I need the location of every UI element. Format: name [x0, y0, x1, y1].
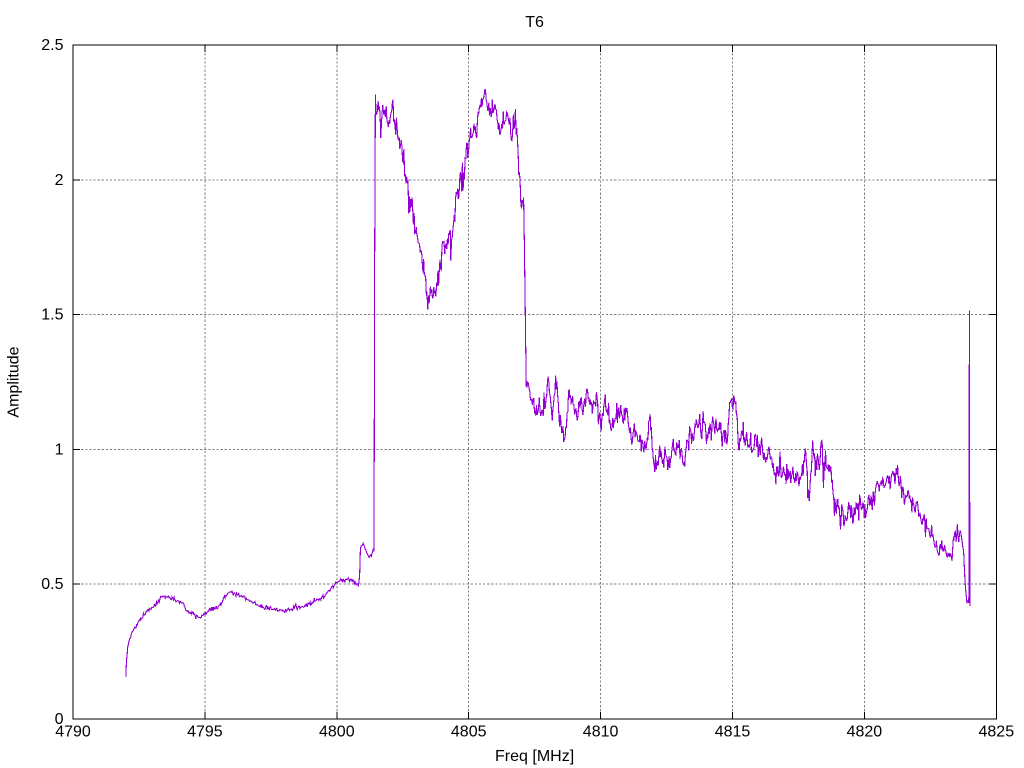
svg-text:4790: 4790 — [55, 724, 91, 741]
svg-text:4825: 4825 — [979, 724, 1015, 741]
svg-text:4795: 4795 — [187, 724, 223, 741]
svg-text:4815: 4815 — [715, 724, 751, 741]
svg-text:4805: 4805 — [451, 724, 487, 741]
svg-text:Freq [MHz]: Freq [MHz] — [495, 748, 574, 765]
svg-text:2: 2 — [55, 172, 64, 189]
svg-text:Amplitude: Amplitude — [6, 346, 23, 417]
svg-text:1.5: 1.5 — [41, 307, 63, 324]
svg-text:4800: 4800 — [319, 724, 355, 741]
svg-text:0.5: 0.5 — [41, 576, 63, 593]
svg-text:1: 1 — [55, 441, 64, 458]
svg-text:4820: 4820 — [847, 724, 883, 741]
svg-text:T6: T6 — [525, 14, 544, 31]
svg-text:4810: 4810 — [583, 724, 619, 741]
svg-text:0: 0 — [55, 711, 64, 728]
svg-text:2.5: 2.5 — [41, 37, 63, 54]
